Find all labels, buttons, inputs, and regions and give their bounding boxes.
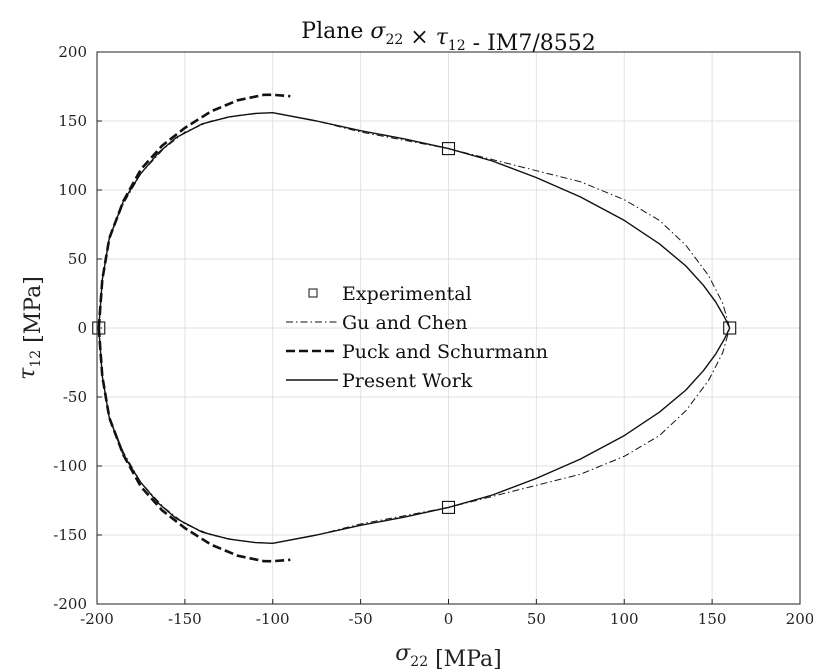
experimental-point [441,142,456,156]
x-tick-label: -200 [80,610,114,628]
y-tick-label: 200 [58,43,87,61]
y-tick-label: -100 [53,457,87,475]
experimental-point [723,321,737,335]
y-tick-label: -150 [53,526,87,544]
tick-labels: -200 -150 -100 -50 0 50 100 150 200 -200 -150 -100 -… [53,43,813,628]
legend-label-gu-and-chen: Gu and Chen [342,312,467,334]
x-tick-label: 150 [698,610,727,628]
legend-label-present-work: Present Work [342,370,473,392]
x-tick-label: 0 [444,610,454,628]
y-tick-label: 0 [77,319,87,337]
y-tick-label: 50 [68,250,87,268]
legend-label-experimental: Experimental [342,283,472,305]
y-tick-label: -200 [53,595,87,613]
x-tick-label: 100 [610,610,639,628]
y-tick-label: 100 [58,181,87,199]
legend-label-puck-and-schurmann: Puck and Schurmann [342,341,548,363]
y-tick-label: -50 [63,388,87,406]
y-axis-title: τ12 [MPa] [15,276,46,380]
x-tick-label: -150 [168,610,202,628]
experimental-point [441,500,456,514]
x-tick-label: -50 [349,610,373,628]
legend-marker-experimental [308,288,318,298]
x-tick-label: 200 [786,610,813,628]
y-tick-label: 150 [58,112,87,130]
legend: Experimental Gu and Chen Puck and Schurman… [286,283,548,392]
series-layer [92,93,737,563]
x-axis-title: σ22 [MPa] [395,641,501,669]
x-tick-label: 50 [527,610,546,628]
x-tick-label: -100 [256,610,290,628]
present-work-line [98,112,731,544]
chart-title: Plane σ22 × τ12 - IM7/8552 [301,19,595,56]
